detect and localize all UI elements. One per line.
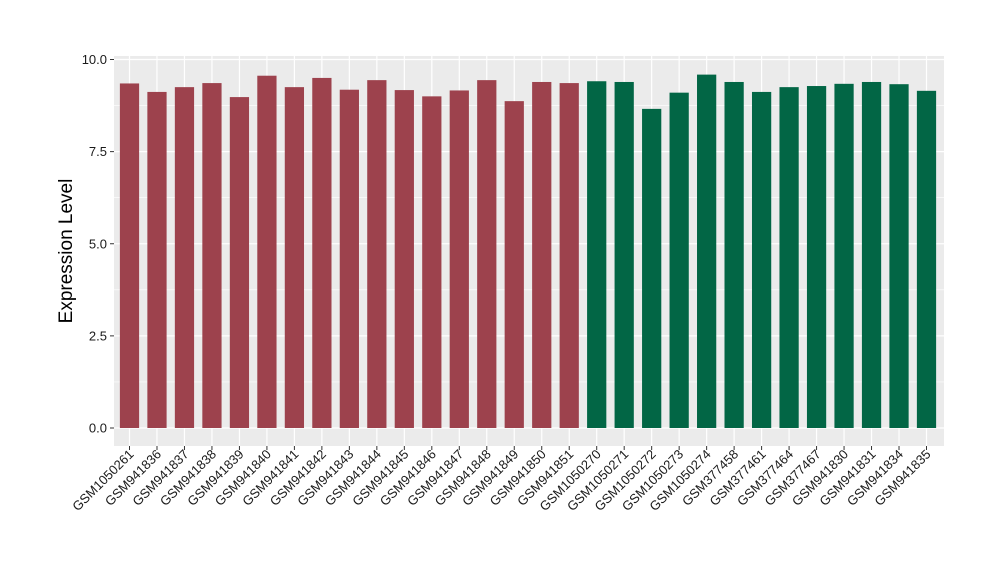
bar-GSM941840 [257, 75, 277, 429]
bar-GSM941844 [367, 80, 387, 429]
bar-GSM941848 [477, 80, 497, 429]
bar-GSM1050261 [119, 83, 140, 428]
bar-GSM941843 [339, 89, 359, 428]
y-tick-label: 7.5 [89, 144, 107, 159]
bar-GSM1050273 [669, 92, 689, 428]
bar-GSM1050272 [642, 108, 662, 428]
bar-GSM941834 [889, 84, 909, 428]
bar-GSM941845 [394, 90, 414, 428]
bar-GSM941851 [559, 83, 579, 429]
bar-GSM941836 [147, 91, 167, 428]
y-tick-label: 2.5 [89, 328, 107, 343]
y-tick-label: 0.0 [89, 421, 107, 436]
bar-GSM941847 [449, 90, 469, 428]
y-tick-label: 5.0 [89, 236, 107, 251]
plot-panel [114, 56, 944, 446]
bar-GSM941841 [284, 87, 305, 428]
bar-GSM941839 [229, 97, 250, 428]
bar-GSM1050271 [614, 81, 634, 428]
bar-GSM941838 [202, 83, 222, 429]
y-tick-label: 10.0 [82, 52, 107, 67]
bar-GSM377461 [751, 91, 772, 428]
bar-GSM941849 [504, 101, 524, 428]
bar-GSM941830 [834, 83, 854, 429]
bar-GSM1050274 [697, 74, 717, 429]
bar-GSM941850 [532, 81, 552, 428]
x-axis: GSM1050261GSM941836GSM941837GSM941838GSM… [69, 446, 934, 514]
bar-GSM377467 [806, 86, 827, 429]
y-axis: 0.0 2.5 5.0 7.5 10.0 [82, 52, 114, 436]
bar-GSM941846 [422, 96, 442, 428]
bars [119, 74, 937, 429]
bar-GSM377464 [779, 87, 799, 428]
bar-GSM941835 [916, 90, 937, 428]
bar-GSM377458 [724, 81, 744, 428]
bar-GSM941837 [174, 87, 195, 428]
bar-GSM941842 [312, 77, 332, 429]
bar-GSM1050270 [587, 81, 607, 428]
y-axis-title: Expression Level [56, 179, 77, 324]
bar-GSM941831 [861, 81, 882, 428]
